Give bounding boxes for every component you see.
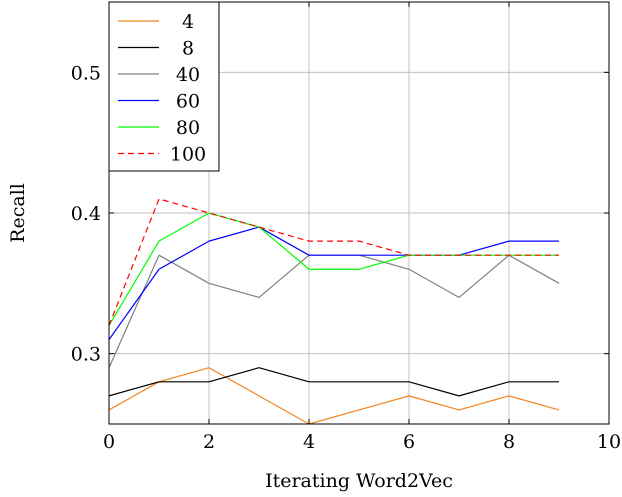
y-tick-label: 0.3 [71,344,101,366]
legend: 4 8 40 60 80 100 [108,1,220,172]
y-tick-label: 0.5 [71,62,101,84]
x-tick-label: 2 [203,431,215,453]
series-line-80 [108,212,559,326]
series-lines [108,198,560,425]
legend-label-40: 40 [176,64,200,86]
y-axis-label: Recall [7,183,29,243]
x-tick-label: 0 [103,431,115,453]
x-tick-label: 4 [303,431,315,453]
series-line-60 [108,226,559,340]
x-tick-label: 6 [403,431,415,453]
legend-box [108,1,220,172]
series-line-4 [108,367,560,425]
legend-label-8: 8 [182,38,194,60]
y-tick-label: 0.4 [71,203,101,225]
series-line-40 [108,254,560,368]
legend-label-60: 60 [176,91,200,113]
axis-ticks: 0 2 4 6 8 10 0.3 0.4 0.5 [71,2,621,453]
legend-label-4: 4 [182,11,194,33]
x-tick-label: 10 [597,431,621,453]
x-axis-label: Iterating Word2Vec [265,470,453,492]
series-line-8 [108,367,559,397]
x-tick-label: 8 [503,431,515,453]
legend-label-80: 80 [176,117,200,139]
series-line-100 [108,198,559,326]
legend-label-100: 100 [170,144,206,166]
